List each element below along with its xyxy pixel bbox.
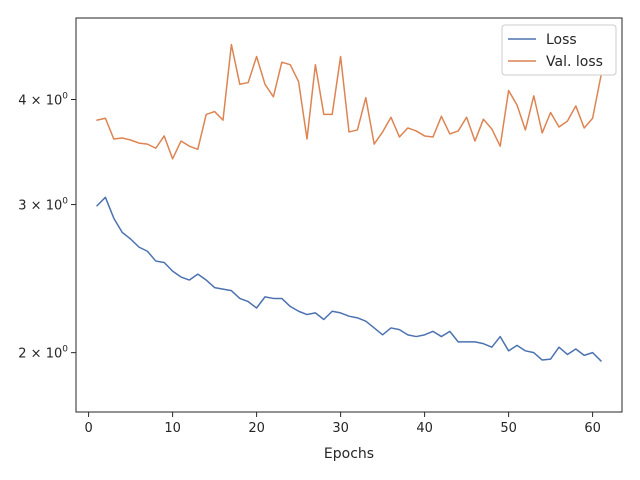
series-line-loss	[96, 196, 602, 362]
y-tick-label-base: 3 × 10	[18, 199, 62, 214]
y-tick-label: 3 × 100	[18, 197, 68, 214]
x-tick-label: 60	[584, 421, 601, 436]
y-tick-label: 2 × 100	[18, 345, 68, 362]
y-tick-label-base: 2 × 10	[18, 347, 62, 362]
y-tick-label-exponent: 0	[62, 91, 68, 101]
y-tick-label-base: 4 × 10	[18, 93, 62, 108]
x-tick-label: 10	[164, 421, 181, 436]
legend: Loss Val. loss	[501, 24, 617, 76]
x-tick-label: 30	[332, 421, 349, 436]
x-tick-label: 40	[416, 421, 433, 436]
legend-label: Val. loss	[546, 54, 603, 70]
series-layer	[96, 43, 602, 362]
series-line-val-loss	[96, 43, 602, 160]
y-tick-label-exponent: 0	[62, 345, 68, 355]
x-axis: 0 10 20 30 40 50 60	[84, 412, 601, 436]
x-tick-label: 20	[248, 421, 265, 436]
x-tick-label: 50	[500, 421, 517, 436]
legend-box	[501, 24, 617, 76]
legend-label: Loss	[546, 32, 577, 48]
x-axis-label: Epochs	[324, 446, 374, 462]
y-tick-label-exponent: 0	[62, 197, 68, 207]
x-tick-label: 0	[84, 421, 92, 436]
y-tick-label: 4 × 100	[18, 91, 68, 108]
plot-frame	[75, 17, 623, 413]
